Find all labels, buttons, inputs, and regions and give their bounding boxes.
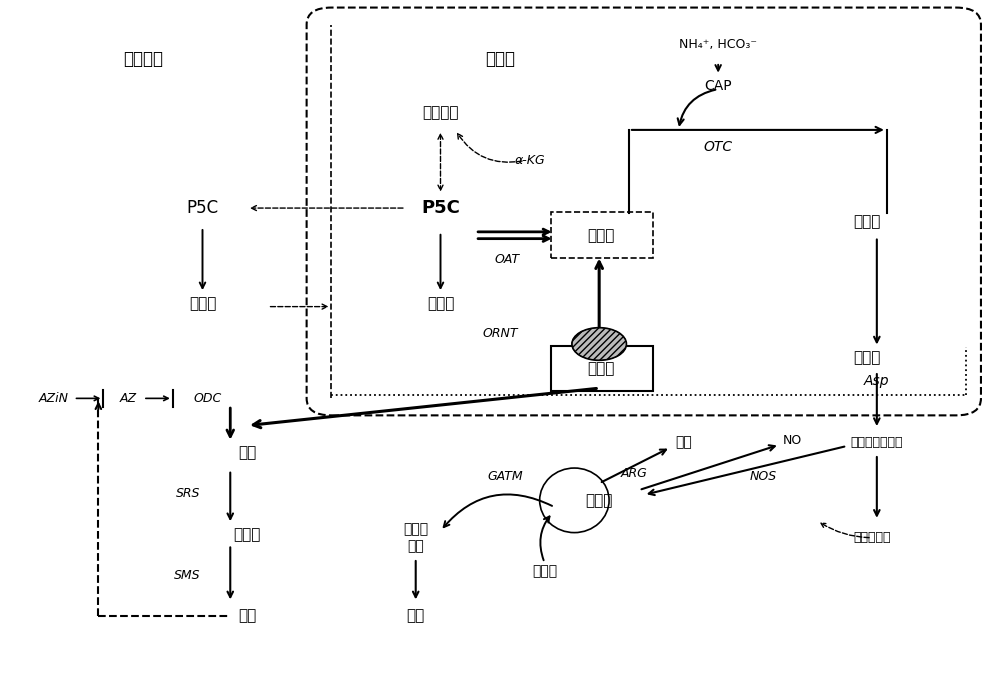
Text: 延胡索酸盐: 延胡索酸盐	[853, 531, 891, 544]
Text: NH₄⁺, HCO₃⁻: NH₄⁺, HCO₃⁻	[679, 39, 757, 52]
Text: 鸟氨酸: 鸟氨酸	[587, 228, 615, 243]
Text: CAP: CAP	[704, 78, 732, 93]
Text: 甘氨酸: 甘氨酸	[532, 565, 557, 579]
Text: 脯氨酸: 脯氨酸	[427, 296, 454, 311]
Text: α-KG: α-KG	[514, 154, 545, 167]
Text: 尿素: 尿素	[675, 436, 692, 449]
Text: AZiN: AZiN	[39, 392, 69, 405]
Text: 脯氨酸: 脯氨酸	[189, 296, 216, 311]
Text: P5C: P5C	[186, 199, 219, 217]
Text: 线粒体: 线粒体	[485, 50, 515, 67]
Text: GATM: GATM	[487, 470, 523, 483]
Text: 腐胺: 腐胺	[238, 445, 256, 460]
Text: 精氨酸: 精氨酸	[585, 493, 613, 508]
Text: ORNT: ORNT	[482, 327, 518, 341]
Text: 肌酸: 肌酸	[407, 608, 425, 623]
Text: ODC: ODC	[193, 392, 222, 405]
Text: SMS: SMS	[174, 568, 201, 581]
Ellipse shape	[572, 327, 626, 361]
Text: ARG: ARG	[620, 466, 647, 480]
Text: Asp: Asp	[864, 374, 890, 389]
Text: 瓜氨酸: 瓜氨酸	[853, 214, 881, 229]
Text: 精氨酰琥珀酸盐: 精氨酰琥珀酸盐	[851, 436, 903, 449]
Text: P5C: P5C	[421, 199, 460, 217]
Text: 瓜氨酸: 瓜氨酸	[853, 350, 881, 365]
Text: AZ: AZ	[120, 392, 137, 405]
Text: 亚精胺: 亚精胺	[233, 527, 261, 542]
Text: OAT: OAT	[494, 252, 520, 266]
Text: SRS: SRS	[175, 487, 200, 500]
Text: NOS: NOS	[749, 470, 776, 483]
Text: OTC: OTC	[704, 140, 733, 154]
Text: 胍基酮
酸盐: 胍基酮 酸盐	[403, 523, 428, 552]
Text: 精胺: 精胺	[238, 608, 256, 623]
Text: 鸟氨酸: 鸟氨酸	[587, 361, 615, 376]
Text: 细胞溶胶: 细胞溶胶	[123, 50, 163, 67]
Text: 谷氨酸盐: 谷氨酸盐	[422, 105, 459, 120]
Text: NO: NO	[783, 434, 802, 447]
